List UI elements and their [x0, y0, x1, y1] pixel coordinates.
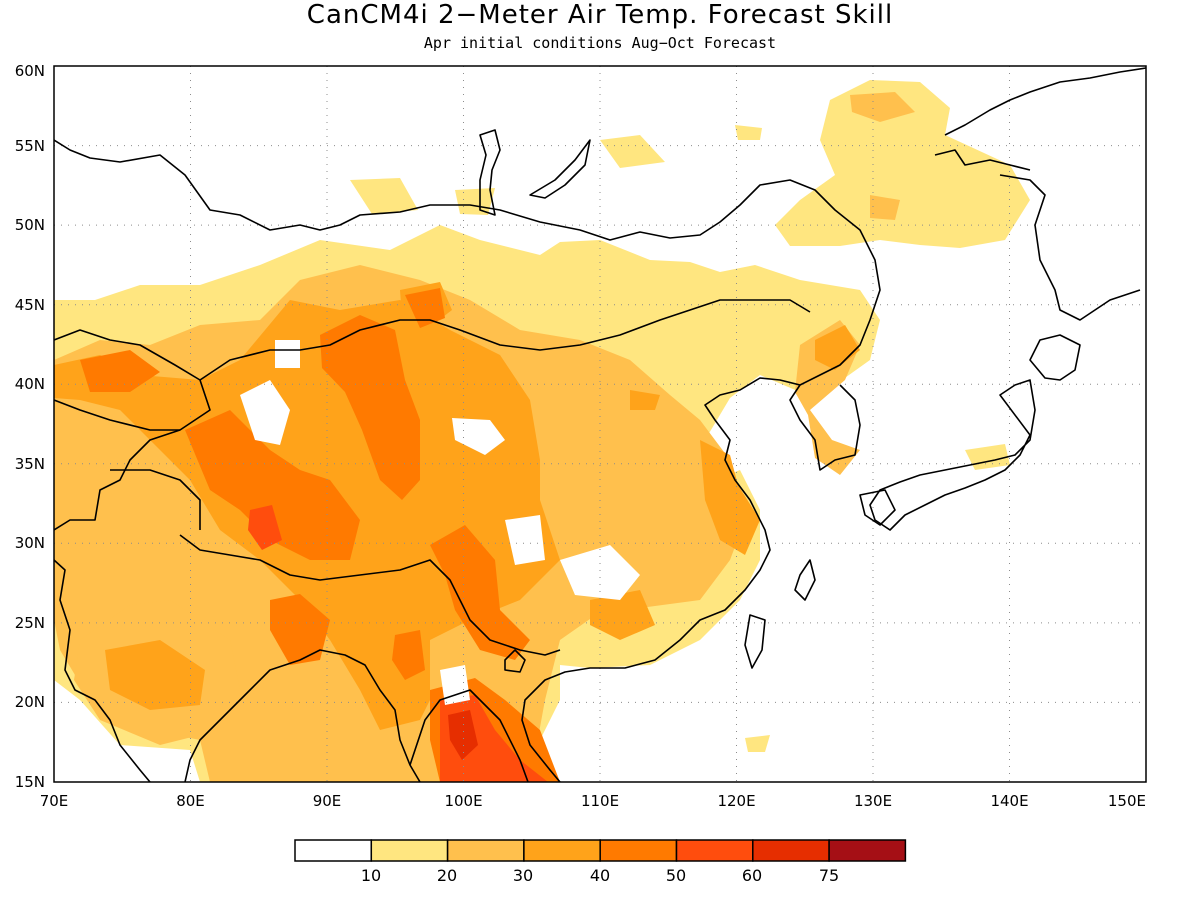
chart-subtitle: Apr initial conditions Aug−Oct Forecast	[423, 34, 777, 52]
lat-label: 15N	[15, 773, 45, 791]
lat-label: 60N	[15, 62, 45, 80]
colorbar-swatches	[294, 839, 907, 862]
colorbar-swatch	[370, 839, 449, 862]
lon-label: 70E	[40, 792, 69, 810]
lat-label: 45N	[15, 296, 45, 314]
chart-title: CanCM4i 2−Meter Air Temp. Forecast Skill	[306, 0, 894, 30]
coastlines-borders	[54, 67, 1146, 782]
colorbar-swatch	[675, 839, 754, 862]
lon-label: 130E	[854, 792, 892, 810]
colorbar-swatch	[828, 839, 907, 862]
lon-label: 120E	[717, 792, 755, 810]
lat-label: 20N	[15, 693, 45, 711]
skill-field	[54, 80, 1030, 782]
lat-label: 30N	[15, 534, 45, 552]
lon-label: 80E	[176, 792, 205, 810]
colorbar-swatch	[294, 839, 373, 862]
skill-below-10-holes	[240, 340, 640, 705]
colorbar-label: 50	[666, 866, 686, 885]
colorbar-label: 60	[742, 866, 762, 885]
lat-label: 25N	[15, 614, 45, 632]
lat-label: 40N	[15, 375, 45, 393]
colorbar-labels: 10 20 30 40 50 60 75	[361, 866, 839, 885]
lon-label: 110E	[581, 792, 619, 810]
colorbar-swatch	[752, 839, 830, 862]
lon-label: 140E	[990, 792, 1028, 810]
colorbar-label: 30	[513, 866, 533, 885]
lat-label: 35N	[15, 455, 45, 473]
skill-band-60-75	[448, 710, 478, 760]
lat-label: 55N	[15, 137, 45, 155]
lat-label: 50N	[15, 216, 45, 234]
grid-lines	[54, 66, 1146, 782]
colorbar-label: 20	[437, 866, 457, 885]
lon-label: 100E	[444, 792, 482, 810]
longitude-axis-labels: 70E 80E 90E 100E 110E 120E 130E 140E 150…	[40, 792, 1146, 810]
map-frame	[53, 65, 1147, 783]
latitude-axis-labels: 15N 20N 25N 30N 35N 40N 45N 50N 55N 60N	[15, 62, 45, 791]
lon-label: 90E	[313, 792, 342, 810]
colorbar: 10 20 30 40 50 60 75	[294, 839, 907, 885]
colorbar-label: 40	[590, 866, 610, 885]
colorbar-swatch	[523, 839, 601, 862]
colorbar-swatch	[599, 839, 678, 862]
lon-label: 150E	[1108, 792, 1146, 810]
colorbar-label: 10	[361, 866, 381, 885]
colorbar-label: 75	[819, 866, 839, 885]
colorbar-swatch	[446, 839, 525, 862]
